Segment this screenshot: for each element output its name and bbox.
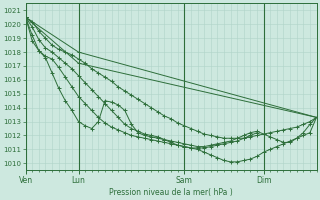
X-axis label: Pression niveau de la mer( hPa ): Pression niveau de la mer( hPa ) — [109, 188, 233, 197]
